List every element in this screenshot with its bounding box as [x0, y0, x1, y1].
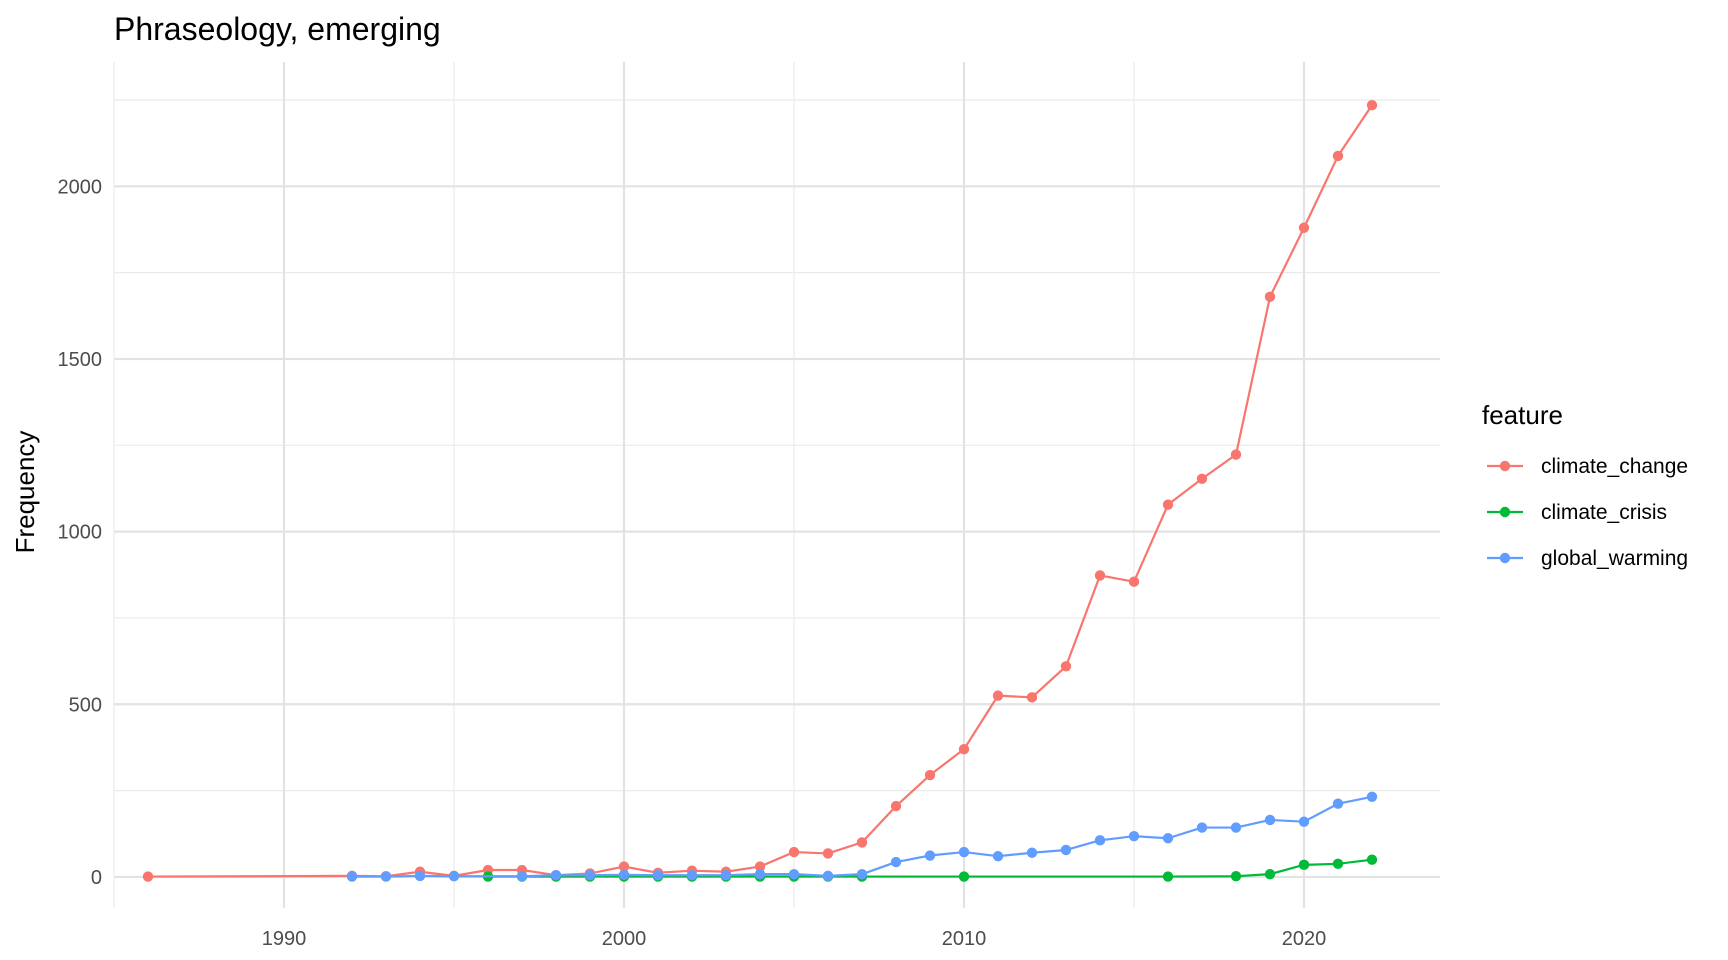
- legend-label: climate_change: [1541, 455, 1688, 478]
- data-point: [584, 869, 596, 881]
- series-climate_change: [142, 99, 1378, 882]
- legend-label: climate_crisis: [1541, 501, 1667, 524]
- data-point: [1298, 859, 1310, 871]
- data-point: [1332, 798, 1344, 809]
- data-point: [1196, 822, 1208, 833]
- data-point: [516, 871, 528, 882]
- y-tick-label: 2000: [58, 176, 103, 198]
- data-point: [1366, 854, 1378, 865]
- data-point: [1060, 844, 1072, 856]
- chart-title: Phraseology, emerging: [114, 11, 441, 47]
- data-point: [1298, 816, 1310, 827]
- data-point: [1162, 499, 1174, 510]
- y-axis-ticks: 0 500 1000 1500 2000: [58, 176, 103, 889]
- data-point: [992, 690, 1004, 701]
- series-global_warming: [346, 791, 1378, 882]
- x-tick-label: 1990: [262, 928, 307, 950]
- data-point: [1264, 291, 1276, 303]
- data-point: [754, 861, 766, 872]
- data-point: [414, 870, 426, 882]
- series-line-climate_change: [147, 104, 1373, 878]
- y-tick-label: 1000: [58, 522, 103, 544]
- data-point: [1162, 871, 1174, 882]
- data-point: [856, 868, 868, 880]
- data-point: [1264, 868, 1276, 880]
- x-tick-label: 2020: [1282, 928, 1327, 950]
- data-point: [618, 861, 630, 872]
- data-point: [1094, 570, 1106, 581]
- series-layer: [142, 99, 1378, 882]
- data-point: [754, 868, 766, 880]
- data-point: [856, 837, 868, 848]
- data-point: [142, 871, 154, 882]
- legend-key-point: [1499, 506, 1511, 518]
- data-point: [1230, 449, 1242, 460]
- legend: feature climate_change climate_crisisglob…: [1482, 400, 1688, 570]
- data-point: [958, 846, 970, 858]
- data-point: [788, 846, 800, 858]
- data-point: [1366, 791, 1378, 803]
- data-point: [1026, 847, 1038, 858]
- data-point: [1332, 150, 1344, 162]
- y-tick-label: 1500: [58, 349, 103, 371]
- y-tick-label: 0: [91, 867, 102, 889]
- data-point: [1230, 822, 1242, 833]
- series-line-global_warming: [352, 795, 1373, 878]
- data-point: [550, 869, 562, 881]
- data-point: [890, 800, 902, 812]
- data-point: [890, 856, 902, 868]
- data-point: [1060, 661, 1072, 672]
- x-tick-label: 2010: [942, 928, 987, 950]
- x-tick-label: 2000: [602, 928, 647, 950]
- data-point: [346, 871, 358, 882]
- y-tick-label: 500: [69, 694, 102, 716]
- data-point: [618, 869, 630, 881]
- data-point: [822, 848, 834, 859]
- data-point: [1332, 858, 1344, 870]
- major-gridlines: [114, 62, 1440, 908]
- legend-key-global_warming: global_warming: [1487, 547, 1688, 570]
- data-point: [822, 870, 834, 882]
- legend-key-climate_change: climate_change: [1487, 455, 1688, 478]
- data-point: [788, 868, 800, 880]
- data-point: [958, 871, 970, 882]
- minor-gridlines: [113, 62, 1440, 908]
- legend-title: feature: [1482, 400, 1563, 430]
- data-point: [686, 869, 698, 881]
- data-point: [1196, 473, 1208, 484]
- data-point: [1298, 222, 1310, 233]
- x-axis-ticks: 1990 2000 2010 2020: [262, 928, 1327, 950]
- data-point: [958, 743, 970, 755]
- data-point: [380, 871, 392, 882]
- data-point: [1366, 99, 1378, 111]
- legend-label: global_warming: [1541, 547, 1688, 570]
- data-point: [924, 769, 936, 781]
- data-point: [1094, 835, 1106, 846]
- data-point: [720, 869, 732, 881]
- data-point: [1230, 871, 1242, 882]
- data-point: [1128, 830, 1140, 842]
- data-point: [924, 850, 936, 861]
- data-point: [1128, 576, 1140, 587]
- legend-key-climate_crisis: climate_crisis: [1487, 501, 1667, 524]
- data-point: [1026, 692, 1038, 703]
- data-point: [1162, 833, 1174, 844]
- legend-key-point: [1499, 460, 1511, 472]
- data-point: [448, 871, 460, 882]
- y-axis-label: Frequency: [10, 431, 40, 554]
- legend-key-point: [1499, 552, 1511, 564]
- data-point: [992, 851, 1004, 862]
- data-point: [652, 869, 664, 881]
- data-point: [1264, 814, 1276, 826]
